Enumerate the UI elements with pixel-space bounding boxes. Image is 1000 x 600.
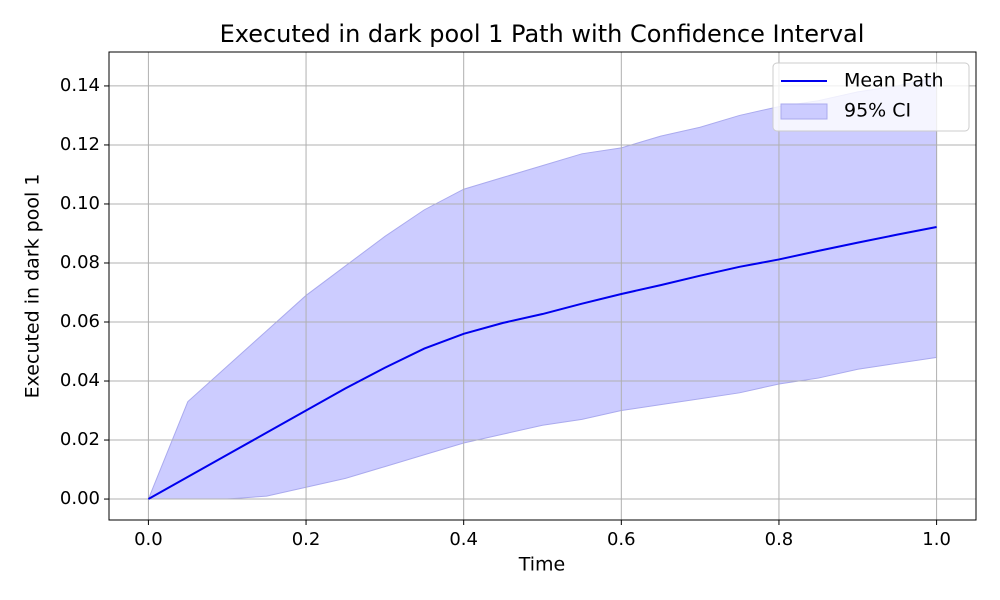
mean-line (147, 226, 937, 500)
legend-label: Mean Path (844, 70, 944, 92)
y-tick-label: 0.12 (60, 134, 100, 155)
x-tick-label: 1.0 (922, 529, 951, 550)
y-tick-label: 0.00 (60, 488, 100, 509)
x-tick-label: 0.0 (134, 529, 163, 550)
legend-swatch (780, 103, 828, 120)
x-tick-label: 0.6 (607, 529, 636, 550)
plot-frame (108, 51, 977, 521)
y-tick-label: 0.08 (60, 252, 100, 273)
x-axis-label: Time (518, 554, 566, 576)
chart-title: Executed in dark pool 1 Path with Confid… (220, 20, 865, 48)
x-tick-label: 0.8 (765, 529, 794, 550)
y-tick-label: 0.14 (60, 75, 100, 96)
y-tick-label: 0.02 (60, 429, 100, 450)
confidence-band (147, 76, 938, 500)
y-tick-label: 0.10 (60, 193, 100, 214)
y-tick-label: 0.06 (60, 311, 100, 332)
y-axis-label: Executed in dark pool 1 (22, 174, 44, 399)
x-tick-label: 0.2 (292, 529, 321, 550)
y-tick-label: 0.04 (60, 370, 100, 391)
legend-label: 95% CI (844, 100, 911, 122)
x-tick-label: 0.4 (449, 529, 478, 550)
